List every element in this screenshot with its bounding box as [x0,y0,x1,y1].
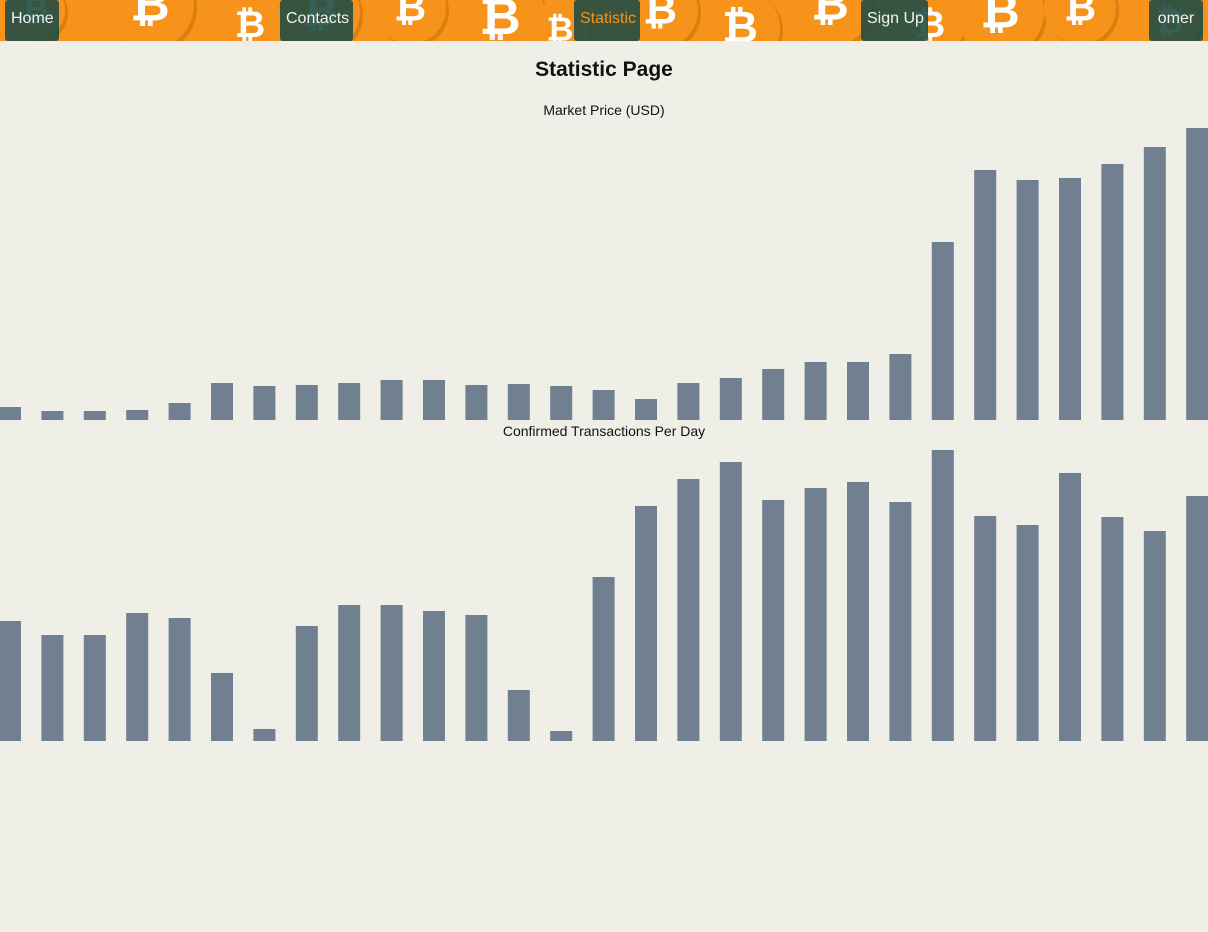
chart-bar [1101,517,1124,741]
chart-bar [719,462,742,741]
chart-bar [974,170,997,420]
nav-contacts-link[interactable]: Contacts [280,0,353,41]
svg-text:₿: ₿ [980,0,1019,39]
chart-bar [295,626,318,741]
chart-bar [635,506,657,741]
chart-bar [1016,525,1039,741]
chart-bar [677,479,700,741]
svg-text:₿: ₿ [235,2,265,41]
nav-signup-link[interactable]: Sign Up [861,0,928,41]
chart-bar [762,500,785,741]
chart-bar [974,516,997,741]
chart-bar [1186,496,1208,741]
chart-bar [0,407,21,420]
chart-bar [0,621,21,741]
svg-text:₿: ₿ [643,0,677,33]
svg-text:₿: ₿ [479,0,520,41]
chart-bar [507,384,530,420]
transactions-chart [0,450,1208,741]
chart-bar [295,385,318,420]
chart-bar [1059,178,1081,420]
chart-bar [41,411,64,420]
chart-bar [126,613,149,741]
bitcoin-coin-icon: ₿ [106,0,197,41]
chart-bar [126,410,149,420]
chart-bar [338,383,361,420]
nav-home-link[interactable]: Home [5,0,59,41]
chart-bar [931,242,954,420]
chart-bar [719,378,742,420]
svg-text:₿: ₿ [722,2,758,41]
chart-bar [889,502,912,741]
chart-bar [1186,128,1208,420]
bitcoin-coin-icon: ₿ [454,0,549,41]
bitcoin-coin-icon: ₿ [622,0,701,41]
nav-statistic-link[interactable]: Statistic [574,0,640,41]
svg-text:₿: ₿ [1064,0,1096,31]
nav-user-link[interactable]: omer [1149,0,1203,41]
chart-bar [804,488,827,741]
chart-bar [253,386,276,420]
svg-text:₿: ₿ [130,0,169,32]
chart-bar [550,731,573,741]
market-price-chart-title: Market Price (USD) [543,102,665,118]
chart-bar [423,611,445,741]
bitcoin-coin-icon: ₿ [956,0,1047,41]
chart-bar [677,383,700,420]
bitcoin-coin-icon: ₿ [788,0,875,41]
chart-bar [168,403,191,420]
chart-bar [507,690,530,741]
chart-bar [380,380,403,420]
chart-bar [847,362,869,420]
chart-bar [211,673,233,741]
chart-bar [41,635,64,741]
chart-bar [762,369,785,420]
svg-text:₿: ₿ [811,0,849,31]
svg-text:₿: ₿ [547,10,574,42]
chart-bar [889,354,912,420]
chart-bar [83,635,106,741]
chart-bar [847,482,869,741]
chart-bar [931,450,954,741]
market-price-chart [0,128,1208,420]
bitcoin-coin-icon: ₿ [216,0,287,41]
chart-bar [1143,531,1166,741]
chart-bar [168,618,191,741]
bitcoin-coin-icon: ₿ [700,0,783,41]
chart-bar [635,399,657,420]
chart-bar [1143,147,1166,420]
chart-bar [592,577,615,741]
chart-bar [211,383,233,420]
page-title: Statistic Page [535,58,673,81]
chart-bar [592,390,615,420]
chart-bar [465,385,488,420]
chart-bar [338,605,361,741]
chart-bar [253,729,276,741]
chart-bar [380,605,403,741]
chart-bar [804,362,827,420]
chart-bar [550,386,573,420]
transactions-chart-title: Confirmed Transactions Per Day [502,423,706,439]
chart-bar [1101,164,1124,420]
chart-bar [1059,473,1081,741]
bitcoin-coin-icon: ₿ [374,0,449,41]
svg-text:₿: ₿ [394,0,426,31]
chart-bar [465,615,488,741]
top-navbar: ₿₿₿₿₿₿₿₿₿₿₿₿₿₿ Home Contacts Statistic S… [0,0,1208,41]
chart-bar [1016,180,1039,420]
chart-bar [423,380,445,420]
bitcoin-coin-icon: ₿ [1044,0,1119,41]
chart-bar [83,411,106,420]
